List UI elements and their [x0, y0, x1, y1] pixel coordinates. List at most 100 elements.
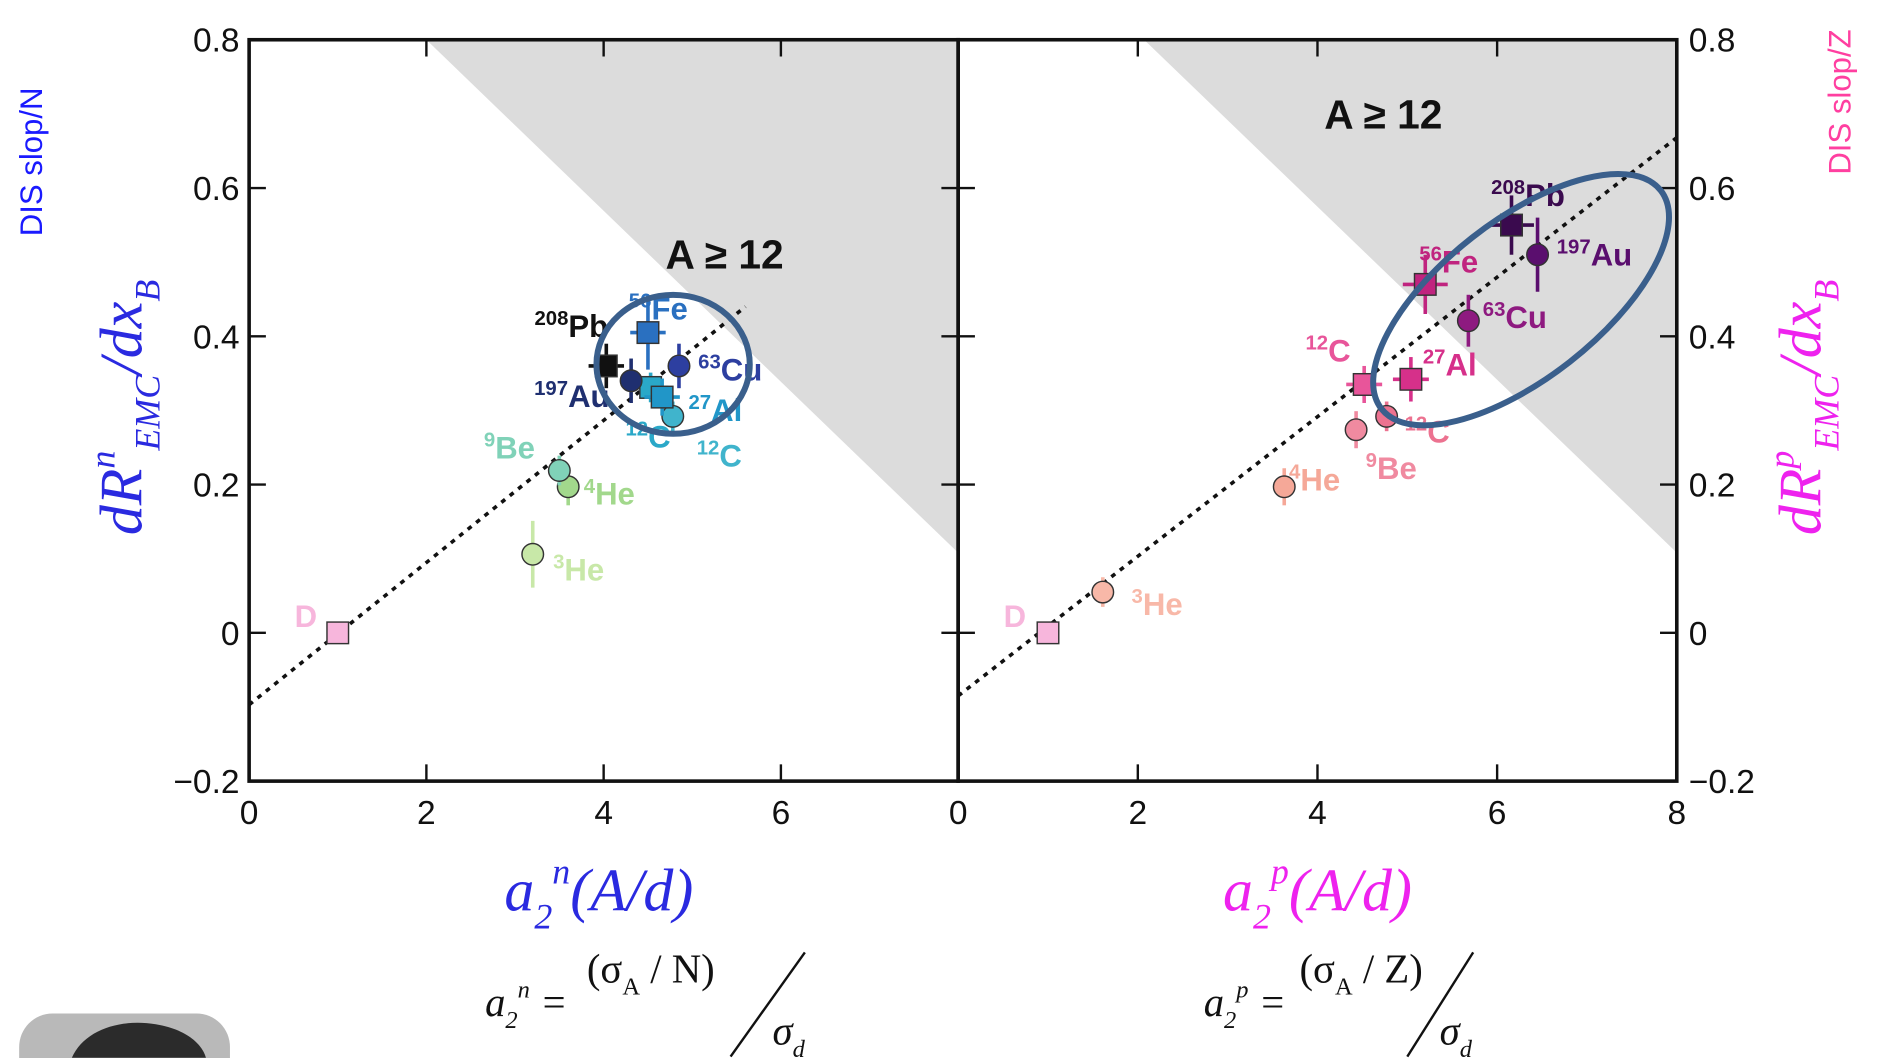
math-part: B: [1806, 280, 1846, 302]
math-part: (σ: [1300, 946, 1336, 991]
mass-number: 27: [1423, 347, 1446, 369]
element-symbol: D: [295, 599, 317, 634]
x-tick-label: 6: [772, 795, 791, 832]
data-point: [327, 622, 349, 644]
x-tick-label: 2: [417, 795, 436, 832]
element-symbol: Cu: [1505, 300, 1547, 335]
y-tick-label: 0.2: [1689, 468, 1736, 505]
mass-number: 9: [1366, 450, 1377, 472]
y-tick-label: −0.2: [1689, 764, 1755, 801]
annotation: A ≥ 12: [666, 231, 784, 277]
data-point: [522, 543, 544, 565]
data-point: [1092, 581, 1114, 603]
math-part: =: [1248, 980, 1286, 1025]
math-part: p: [1268, 852, 1289, 892]
y-tick-label: 0: [1689, 616, 1708, 653]
point-label: D: [1004, 599, 1026, 634]
mass-number: 208: [1491, 177, 1525, 199]
y-tick-label: −0.2: [173, 764, 239, 801]
math-part: /dx: [1768, 301, 1834, 378]
side-label: DIS slop/Z: [1822, 29, 1857, 174]
element-symbol: He: [1143, 587, 1183, 622]
math-part: /dx: [88, 301, 154, 378]
element-symbol: Au: [1591, 238, 1633, 273]
math-part: a: [485, 980, 505, 1025]
mass-number: 197: [1557, 237, 1591, 259]
math-part: p: [1762, 451, 1802, 472]
math-part: B: [127, 280, 167, 302]
element-symbol: He: [1300, 462, 1340, 497]
element-symbol: He: [595, 477, 635, 512]
math-part: 2: [505, 1007, 517, 1034]
mass-number: 12: [1305, 333, 1328, 355]
element-symbol: D: [1004, 599, 1026, 634]
math-part: σ: [1440, 1009, 1462, 1054]
math-part: d: [793, 1036, 806, 1058]
math-part: A: [622, 974, 640, 1001]
data-point: [1527, 244, 1549, 266]
y-tick-label: 0.6: [193, 171, 240, 208]
element-symbol: C: [648, 419, 670, 454]
data-point: [620, 370, 642, 392]
data-point: [651, 386, 673, 408]
math-part: dR: [88, 469, 154, 536]
mass-number: 3: [1132, 586, 1143, 608]
math-part: n: [518, 977, 530, 1004]
mass-number: 56: [1419, 243, 1442, 265]
data-point: [1345, 419, 1367, 441]
element-symbol: He: [564, 553, 604, 588]
x-tick-label: 8: [1667, 795, 1686, 832]
data-point: [668, 355, 690, 377]
math-part: (A/d): [1289, 857, 1412, 923]
x-tick-label: 0: [949, 795, 968, 832]
mass-number: 63: [698, 351, 721, 373]
math-part: p: [1234, 977, 1248, 1004]
element-symbol: Al: [1446, 348, 1477, 383]
y-tick-label: 0.8: [1689, 23, 1736, 60]
x-tick-label: 4: [1308, 795, 1327, 832]
math-part: EMC: [1806, 374, 1846, 452]
data-point: [1458, 310, 1480, 332]
element-symbol: C: [719, 439, 741, 474]
x-tick-label: 6: [1488, 795, 1507, 832]
math-part: a: [504, 857, 534, 923]
math-part: 2: [1253, 896, 1271, 936]
y-tick-label: 0: [221, 616, 240, 653]
element-symbol: Be: [1377, 451, 1417, 486]
math-part: =: [530, 980, 568, 1025]
data-point: [1037, 622, 1059, 644]
y-tick-label: 0.6: [1689, 171, 1736, 208]
math-part: n: [82, 451, 122, 469]
data-point: [1400, 369, 1422, 391]
math-part: / N): [640, 946, 715, 991]
math-part: σ: [773, 1009, 795, 1054]
mass-number: 27: [688, 392, 711, 414]
figure: −0.200.20.40.60.80246D3He4He9Be12C12C27A…: [0, 0, 1878, 1058]
mass-number: 4: [1289, 461, 1301, 483]
math-part: a: [1204, 980, 1224, 1025]
element-symbol: Be: [495, 431, 535, 466]
side-label: DIS slop/N: [14, 88, 49, 237]
element-symbol: Cu: [721, 352, 763, 387]
y-tick-label: 0.4: [193, 319, 240, 356]
x-tick-label: 4: [594, 795, 613, 832]
x-tick-label: 0: [240, 795, 259, 832]
mass-number: 197: [534, 378, 568, 400]
math-part: (A/d): [570, 857, 693, 923]
math-part: 2: [1224, 1007, 1236, 1034]
mass-number: 208: [534, 308, 568, 330]
math-part: dR: [1768, 469, 1834, 536]
math-part: n: [552, 852, 570, 892]
math-part: d: [1460, 1036, 1473, 1058]
x-tick-label: 2: [1128, 795, 1147, 832]
data-point: [549, 460, 571, 482]
mass-number: 12: [697, 438, 720, 460]
point-label: D: [295, 599, 317, 634]
y-tick-label: 0.8: [193, 23, 240, 60]
math-part: EMC: [127, 374, 167, 452]
math-part: / Z): [1353, 946, 1423, 991]
y-tick-label: 0.4: [1689, 319, 1736, 356]
mass-number: 9: [484, 430, 495, 452]
mass-number: 63: [1483, 299, 1506, 321]
mass-number: 3: [553, 552, 564, 574]
